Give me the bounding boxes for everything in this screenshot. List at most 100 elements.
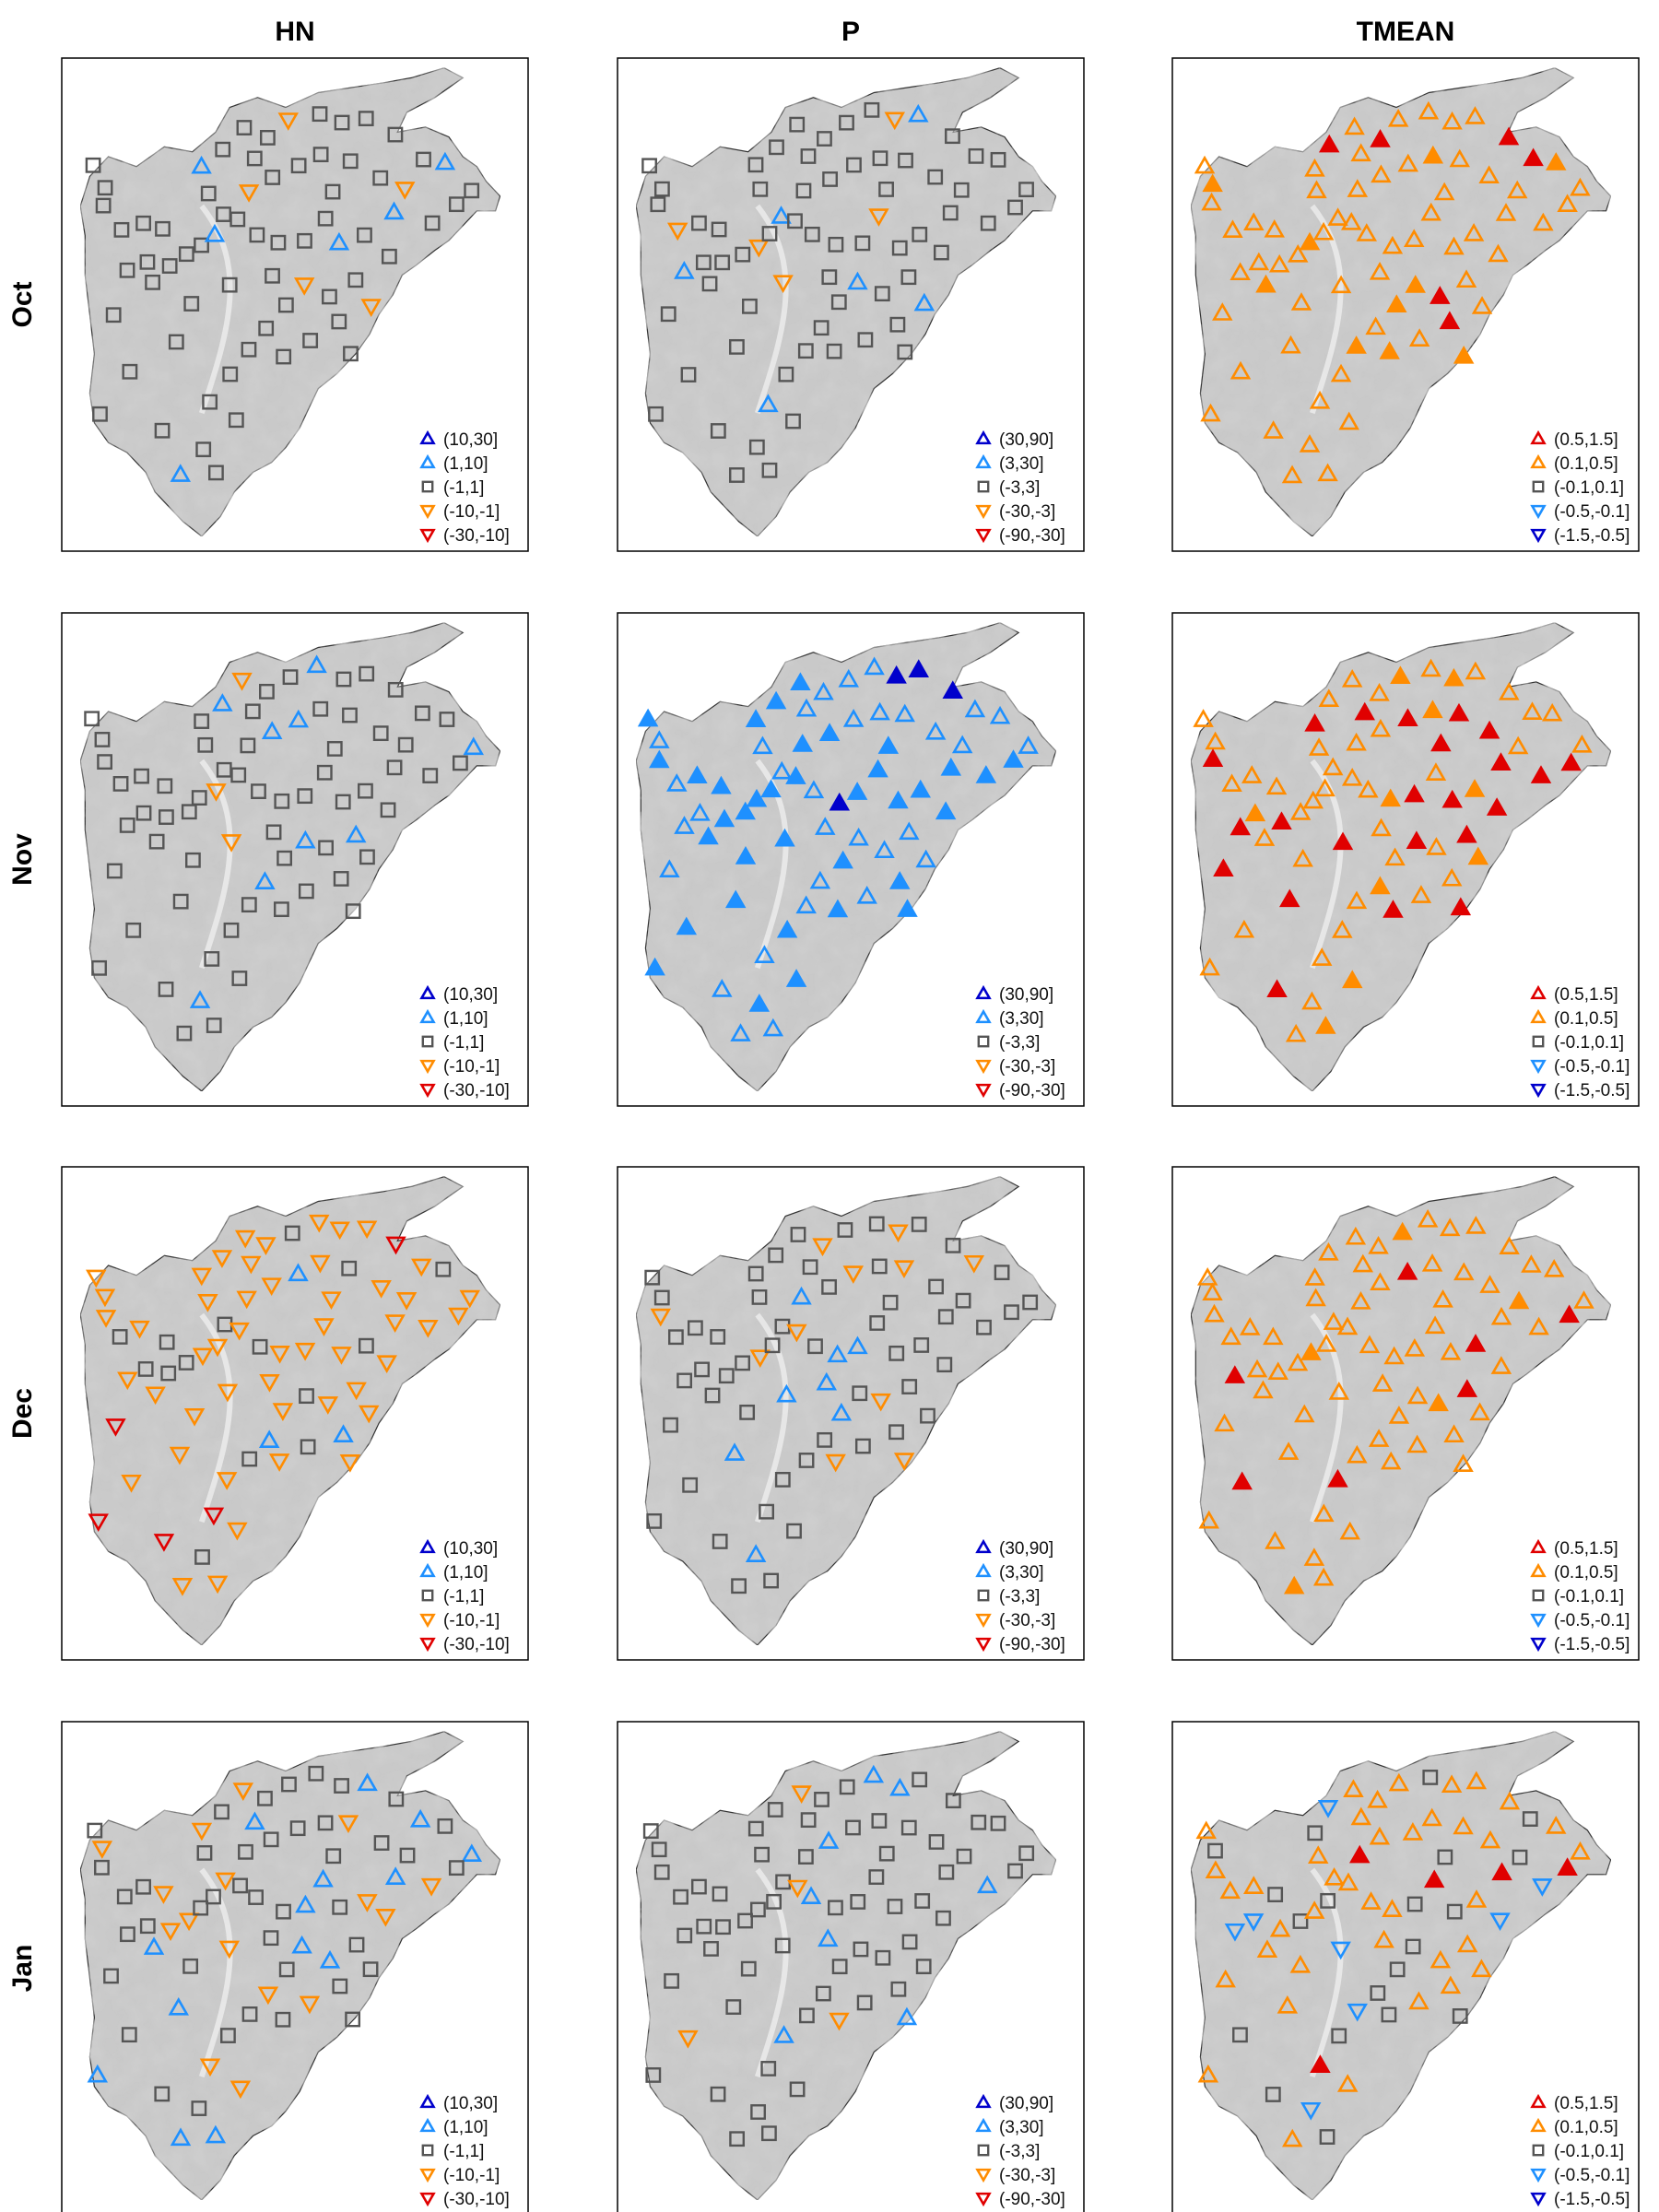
- station-marker: [666, 773, 688, 792]
- station-marker: [821, 1278, 837, 1295]
- station-marker: [1404, 1338, 1426, 1357]
- station-marker: [864, 101, 880, 118]
- legend-symbol: [975, 504, 992, 520]
- station-marker: [1420, 658, 1441, 677]
- station-marker: [1277, 1441, 1300, 1460]
- station-marker: [289, 1820, 306, 1837]
- station-marker: [1441, 111, 1463, 130]
- station-marker: [1371, 164, 1392, 183]
- legend-label: (-0.1,0.1]: [1554, 478, 1624, 498]
- legend: (0.5,1.5] (0.1,0.5] (-0.1,0.1] (-0.5,-0.1] (…: [1530, 429, 1630, 546]
- station-marker: [1289, 1954, 1312, 1973]
- station-marker: [172, 893, 189, 910]
- station-marker: [214, 1804, 229, 1820]
- station-marker: [748, 239, 770, 258]
- legend-symbol: [419, 1538, 436, 1554]
- station-marker: [1433, 182, 1455, 201]
- station-marker: [735, 801, 756, 820]
- station-marker: [328, 231, 350, 251]
- station-marker: [204, 223, 226, 242]
- station-marker: [1356, 223, 1378, 241]
- legend-label: (-10,-1]: [443, 502, 500, 522]
- station-marker: [839, 114, 854, 131]
- station-marker: [789, 2081, 806, 2098]
- station-marker: [1478, 720, 1500, 739]
- station-marker: [1469, 1402, 1490, 1421]
- station-marker: [698, 826, 719, 845]
- station-marker: [119, 818, 135, 833]
- station-marker: [1559, 1304, 1580, 1324]
- station-marker: [135, 215, 151, 231]
- station-marker: [325, 1848, 342, 1865]
- station-marker: [760, 779, 782, 798]
- legend-label: (-10,-1]: [443, 1611, 500, 1630]
- station-marker: [791, 1785, 812, 1804]
- station-marker: [745, 709, 767, 727]
- station-marker: [258, 1430, 280, 1448]
- station-marker: [825, 1453, 846, 1473]
- station-marker: [178, 1912, 200, 1932]
- station-marker: [994, 1265, 1010, 1281]
- station-marker: [653, 1864, 670, 1880]
- row-title-jan: Jan: [7, 1945, 38, 1993]
- station-marker: [221, 276, 238, 293]
- station-marker: [871, 1813, 888, 1829]
- station-marker: [259, 1374, 280, 1393]
- station-marker: [740, 1960, 757, 1977]
- legend-label: (1,10]: [443, 1009, 488, 1029]
- station-marker: [1490, 1356, 1512, 1374]
- station-marker: [650, 196, 666, 213]
- legend-label: (-30,-3]: [999, 1611, 1055, 1630]
- station-marker: [1432, 1288, 1453, 1308]
- station-marker: [750, 2104, 766, 2120]
- station-marker: [1541, 702, 1563, 722]
- station-marker: [155, 220, 171, 237]
- station-marker: [830, 294, 847, 311]
- station-marker: [236, 120, 253, 135]
- region-map: [79, 67, 501, 537]
- station-marker: [229, 2080, 252, 2100]
- station-marker: [282, 669, 299, 686]
- station-marker: [1232, 2027, 1248, 2043]
- station-marker: [448, 196, 465, 213]
- station-marker: [1371, 1373, 1394, 1392]
- station-marker: [359, 849, 375, 865]
- station-marker: [299, 1995, 321, 2015]
- station-marker: [718, 1368, 735, 1384]
- station-marker: [105, 307, 122, 324]
- station-marker: [97, 180, 113, 196]
- station-marker: [297, 788, 313, 805]
- station-marker: [345, 2011, 361, 2028]
- station-marker: [747, 1820, 764, 1837]
- station-marker: [317, 1815, 334, 1831]
- station-marker: [785, 766, 806, 784]
- station-marker: [677, 1927, 693, 1944]
- station-marker: [754, 945, 775, 963]
- station-marker: [1194, 155, 1216, 174]
- station-marker: [1455, 269, 1477, 288]
- column-title-p: P: [841, 17, 860, 47]
- station-marker: [329, 1221, 350, 1241]
- station-marker: [1384, 847, 1406, 866]
- station-marker: [674, 816, 695, 834]
- legend-label: (-30,-3]: [999, 502, 1055, 522]
- station-marker: [94, 1859, 110, 1876]
- station-marker: [1430, 733, 1452, 752]
- station-marker: [644, 957, 665, 976]
- station-marker: [1219, 1880, 1241, 1900]
- station-marker: [725, 1999, 742, 2015]
- legend-symbol: [421, 1589, 434, 1602]
- station-marker: [938, 1864, 955, 1880]
- station-marker: [244, 1811, 265, 1830]
- legend-symbol: [975, 2117, 992, 2133]
- station-marker: [238, 1843, 253, 1860]
- station-marker: [1533, 212, 1554, 231]
- station-marker: [153, 1534, 175, 1552]
- station-marker: [691, 215, 707, 231]
- station-marker: [1255, 274, 1277, 293]
- station-marker: [265, 267, 280, 284]
- station-marker: [749, 1349, 771, 1369]
- station-marker: [1490, 1306, 1512, 1325]
- station-marker: [1426, 837, 1447, 855]
- station-marker: [1408, 328, 1430, 347]
